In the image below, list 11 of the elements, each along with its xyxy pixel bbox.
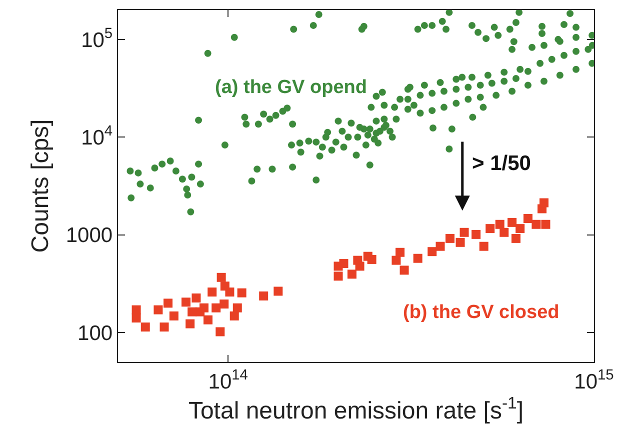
y-tick-label: 100	[78, 322, 113, 345]
y-tick-label: 10$^{5}$	[81, 26, 113, 52]
x-tick-label: 10$^{14}$	[208, 368, 248, 394]
x-tick-label: 10$^{15}$	[574, 368, 614, 394]
annotation: > 1/50	[472, 152, 531, 175]
series-label: (b) the GV closed	[403, 302, 560, 323]
x-axis-title: Total neutron emission rate [s$^{-1}$]	[188, 393, 524, 424]
y-tick-label: 10$^{4}$	[81, 124, 113, 150]
y-tick-label: 1000	[66, 224, 113, 248]
y-axis-title: Counts [cps]	[27, 119, 54, 253]
series-label: (a) the GV opend	[215, 77, 367, 98]
